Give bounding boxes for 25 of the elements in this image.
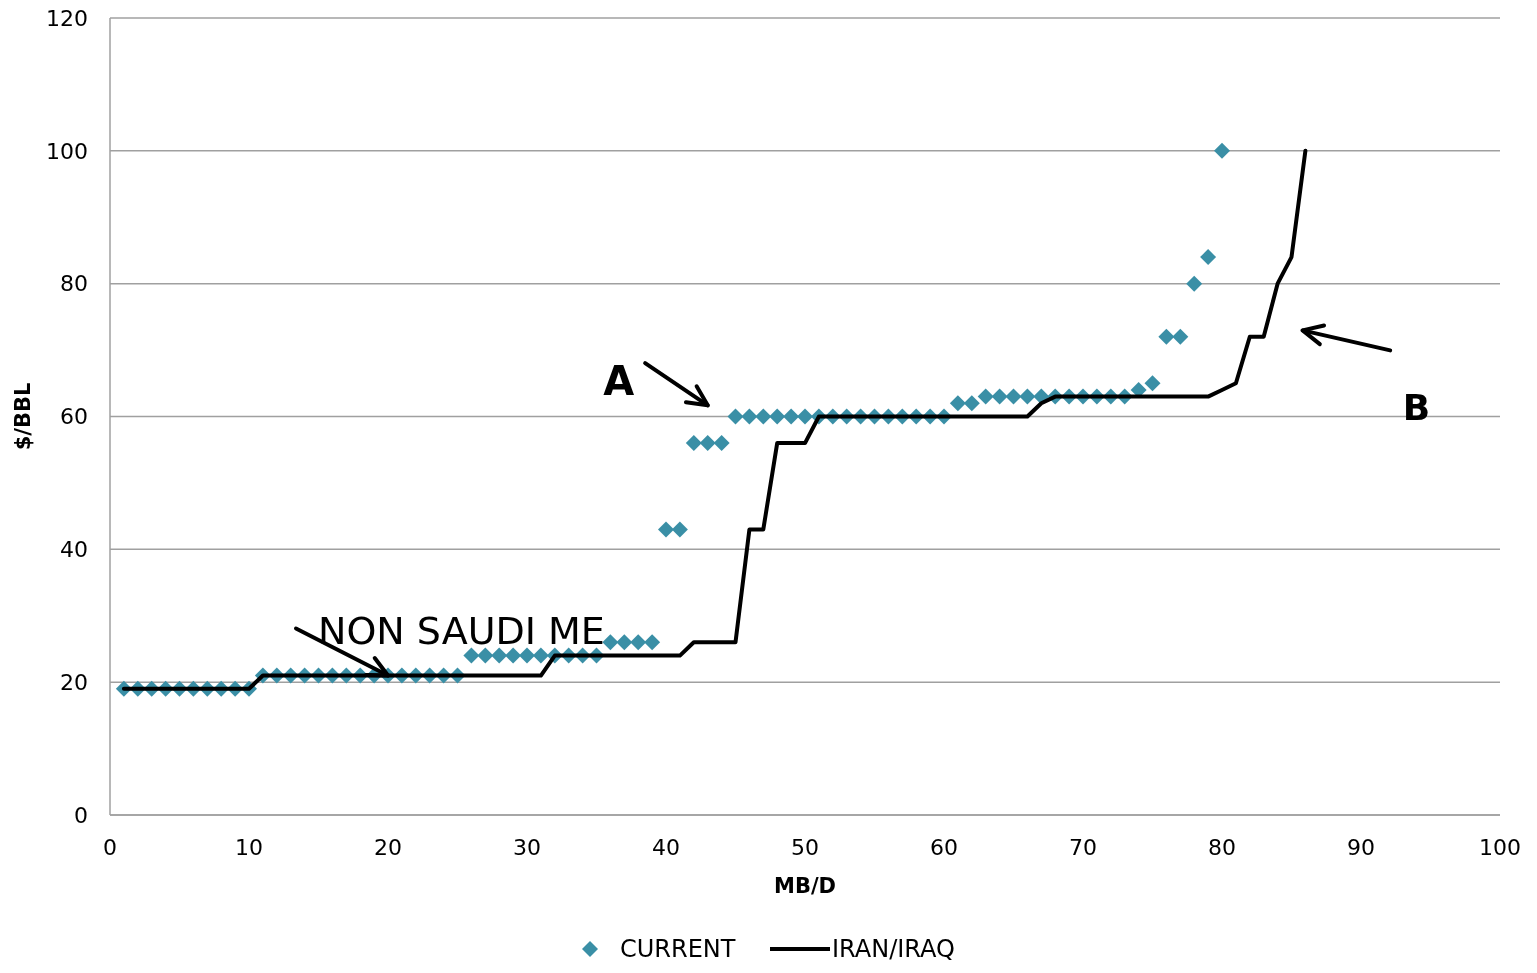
- x-tick-label: 80: [1208, 835, 1236, 860]
- x-tick-label: 100: [1479, 835, 1521, 860]
- y-tick-label: 120: [46, 5, 88, 31]
- x-tick-label: 20: [374, 835, 402, 860]
- annotation: NON SAUDI ME: [318, 608, 605, 653]
- x-tick-label: 90: [1347, 835, 1375, 860]
- x-tick-label: 30: [513, 835, 541, 860]
- legend-label: IRAN/IRAQ: [832, 935, 955, 964]
- y-tick-label: 40: [60, 537, 88, 563]
- y-tick-label: 80: [60, 271, 88, 297]
- y-tick-label: 60: [60, 404, 88, 430]
- x-tick-label: 10: [235, 835, 263, 860]
- legend-label: CURRENT: [620, 935, 736, 964]
- x-tick-label: 0: [103, 835, 117, 860]
- y-axis-title: $/BBL: [11, 382, 35, 451]
- annotation: B: [1402, 386, 1431, 428]
- y-tick-label: 20: [60, 669, 88, 695]
- x-axis-title: MB/D: [773, 874, 837, 898]
- y-tick-label: 100: [46, 138, 88, 164]
- x-tick-label: 40: [652, 835, 680, 860]
- x-tick-label: 60: [930, 835, 958, 860]
- annotation: A: [603, 357, 635, 404]
- x-tick-label: 50: [791, 835, 819, 860]
- x-tick-label: 70: [1069, 835, 1097, 860]
- y-tick-label: 0: [74, 802, 88, 828]
